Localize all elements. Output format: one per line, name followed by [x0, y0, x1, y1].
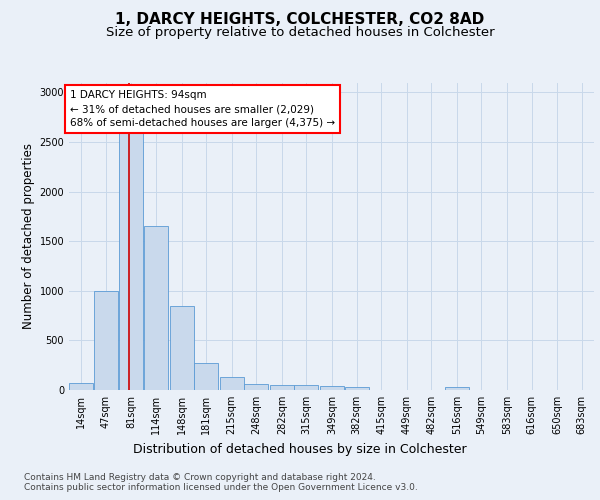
Bar	[344, 387, 368, 390]
Text: Contains public sector information licensed under the Open Government Licence v3: Contains public sector information licen…	[24, 484, 418, 492]
Bar	[270, 385, 294, 390]
Text: Contains HM Land Registry data © Crown copyright and database right 2024.: Contains HM Land Registry data © Crown c…	[24, 472, 376, 482]
Bar	[170, 306, 194, 390]
Text: Size of property relative to detached houses in Colchester: Size of property relative to detached ho…	[106, 26, 494, 39]
Bar	[295, 385, 319, 390]
Bar	[445, 387, 469, 390]
Bar	[119, 98, 143, 390]
Bar	[94, 291, 118, 390]
Bar	[220, 377, 244, 390]
Bar	[144, 226, 168, 390]
Text: Distribution of detached houses by size in Colchester: Distribution of detached houses by size …	[133, 442, 467, 456]
Bar	[194, 363, 218, 390]
Bar	[69, 382, 94, 390]
Text: 1 DARCY HEIGHTS: 94sqm
← 31% of detached houses are smaller (2,029)
68% of semi-: 1 DARCY HEIGHTS: 94sqm ← 31% of detached…	[70, 90, 335, 128]
Y-axis label: Number of detached properties: Number of detached properties	[22, 143, 35, 329]
Bar	[244, 384, 268, 390]
Text: 1, DARCY HEIGHTS, COLCHESTER, CO2 8AD: 1, DARCY HEIGHTS, COLCHESTER, CO2 8AD	[115, 12, 485, 28]
Bar	[320, 386, 344, 390]
